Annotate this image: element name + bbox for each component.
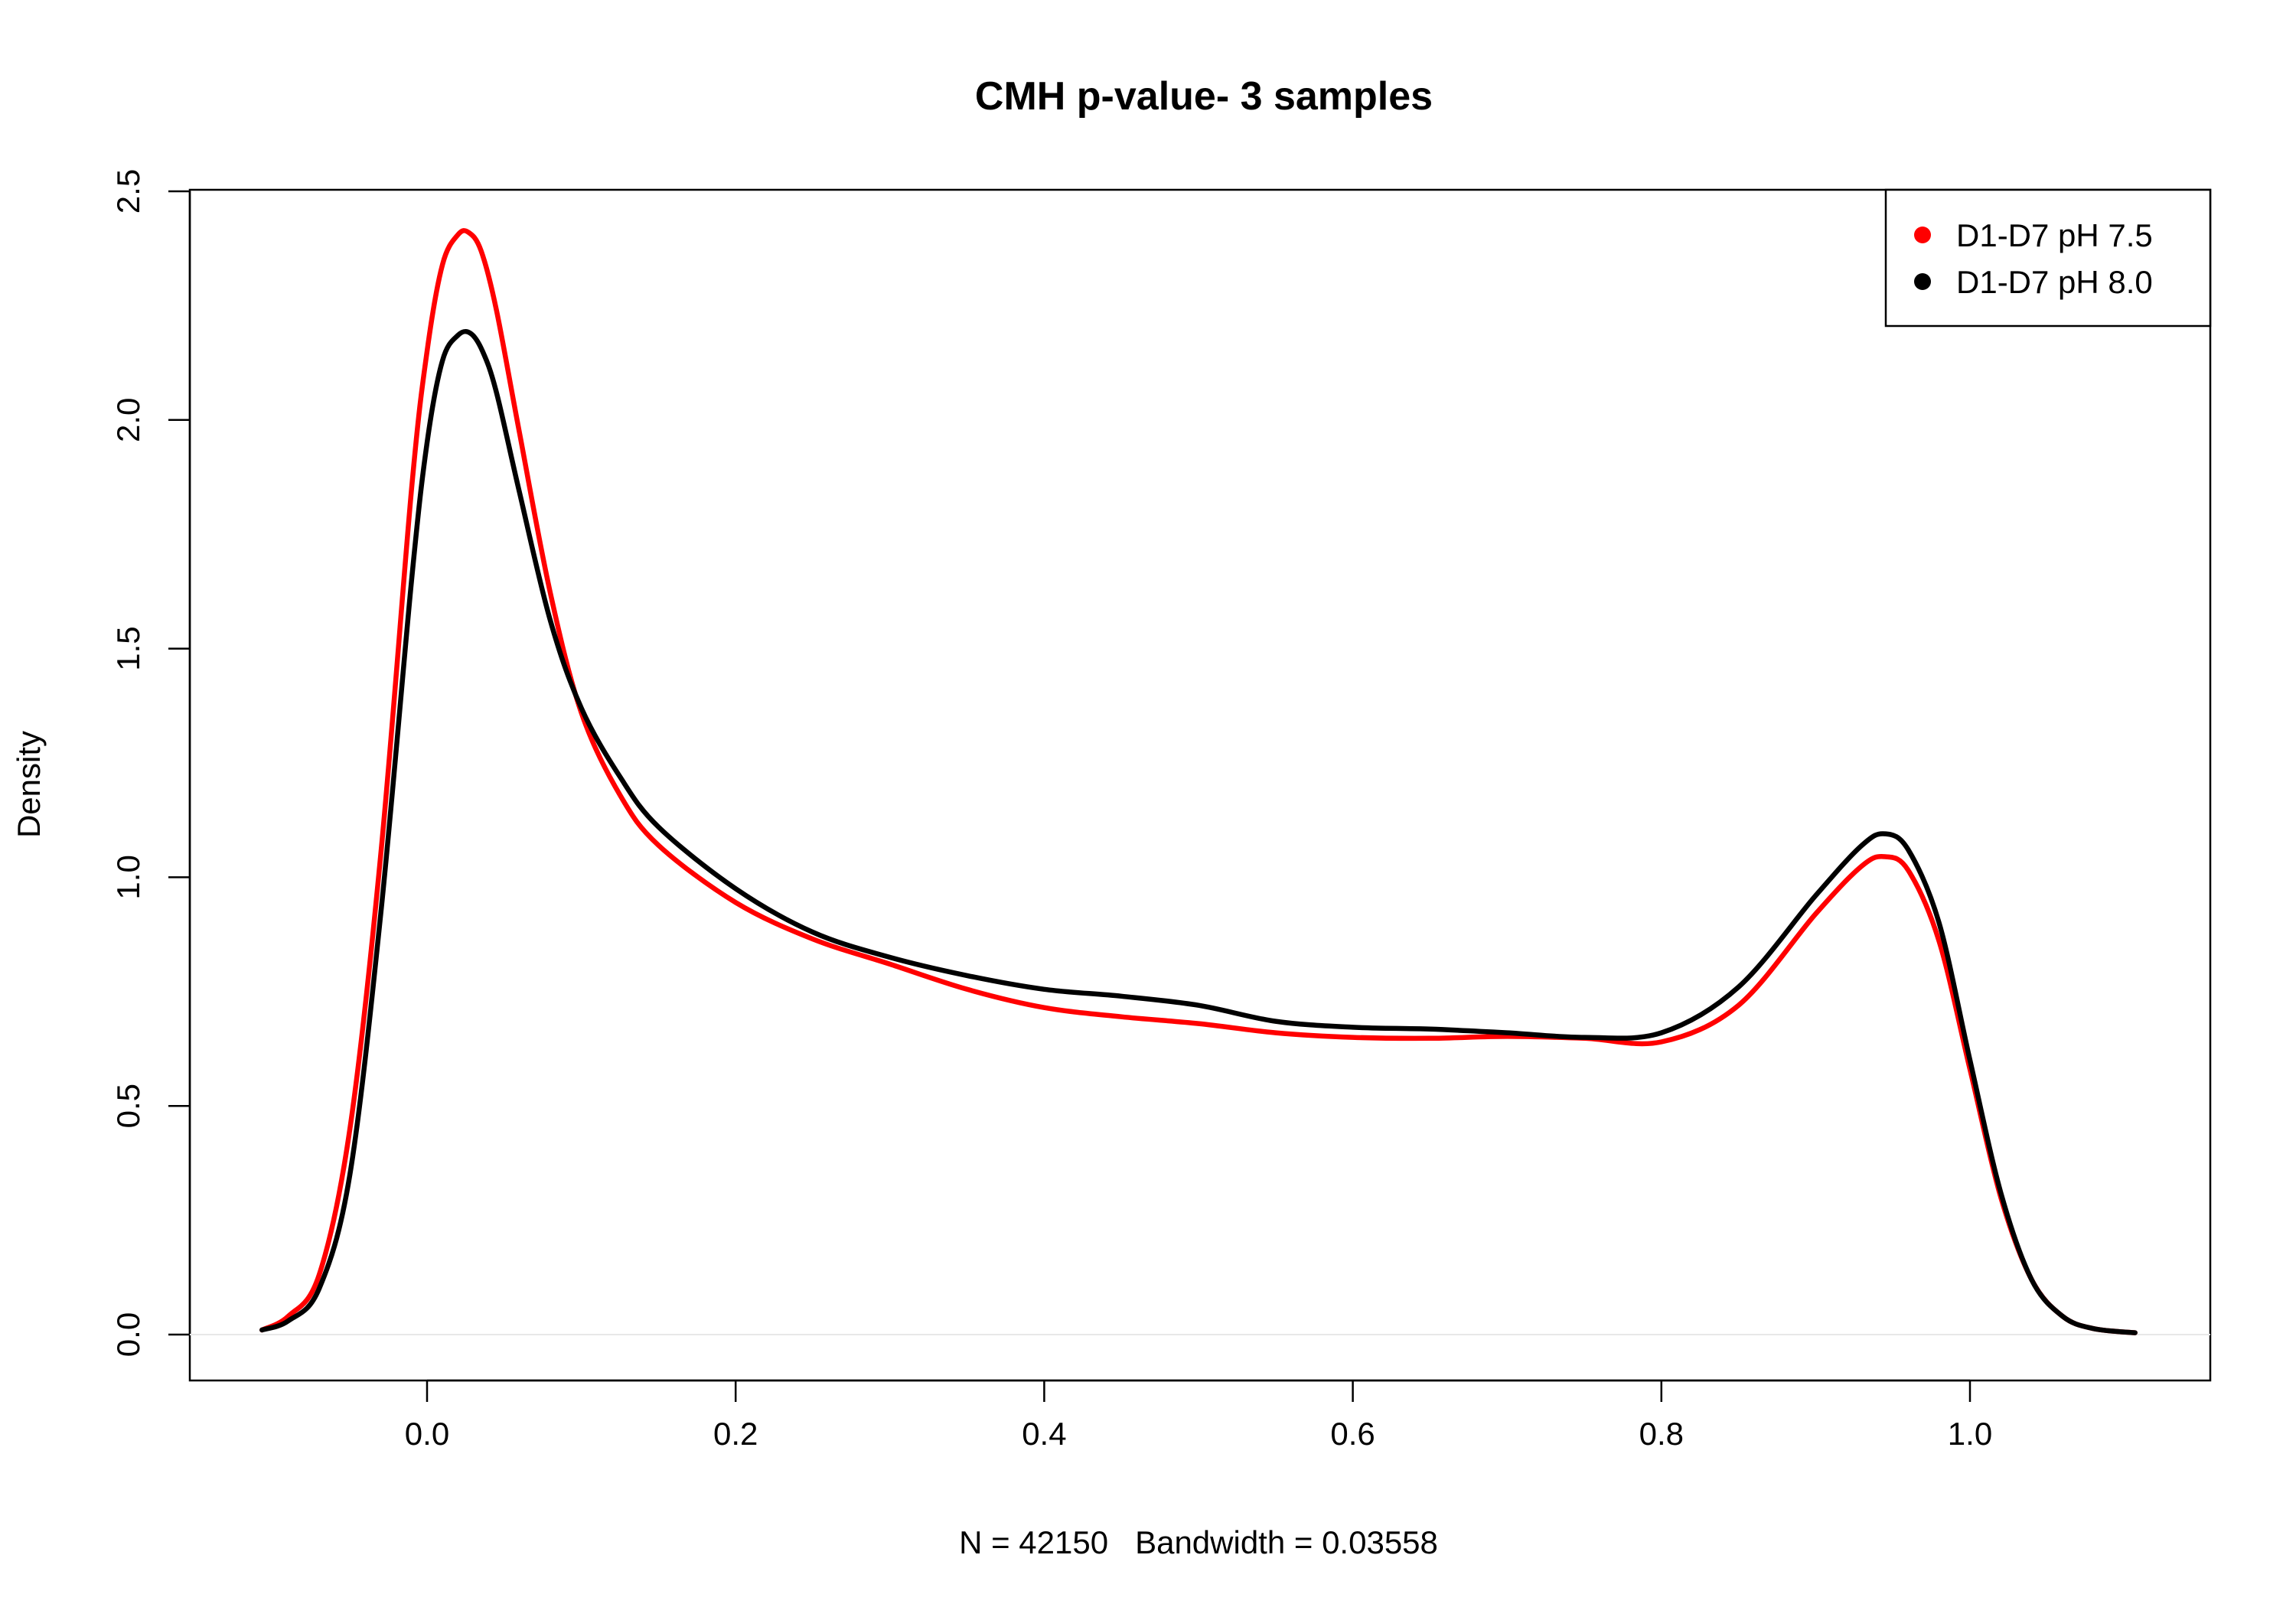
legend-marker-series-1 — [1914, 227, 1931, 243]
y-tick-label: 0.0 — [110, 1312, 146, 1357]
y-tick-label: 2.5 — [110, 169, 146, 214]
x-tick-label: 0.6 — [1330, 1416, 1375, 1452]
x-axis-title: N = 42150 Bandwidth = 0.03558 — [959, 1524, 1438, 1560]
legend: D1-D7 pH 7.5 D1-D7 pH 8.0 — [1884, 188, 2212, 328]
density-line-series-1 — [259, 228, 2138, 1335]
y-tick-label: 1.0 — [110, 855, 146, 899]
legend-box — [1884, 188, 2212, 328]
x-tick-label: 1.0 — [1948, 1416, 1992, 1452]
series-layer — [259, 228, 2138, 1335]
y-tick-label: 2.0 — [110, 398, 146, 442]
x-tick-label: 0.0 — [405, 1416, 449, 1452]
legend-marker-series-2 — [1914, 273, 1931, 290]
legend-label-series-2: D1-D7 pH 8.0 — [1956, 264, 2153, 300]
y-tick-label: 1.5 — [110, 626, 146, 670]
y-axis: 0.0 0.5 1.0 1.5 2.0 2.5 — [110, 169, 191, 1357]
x-tick-label: 0.8 — [1639, 1416, 1684, 1452]
y-axis-title: Density — [11, 731, 47, 838]
chart-title: CMH p-value- 3 samples — [975, 74, 1433, 119]
x-tick-label: 0.2 — [713, 1416, 758, 1452]
x-axis: 0.0 0.2 0.4 0.6 0.8 1.0 — [405, 1379, 1992, 1452]
x-tick-label: 0.4 — [1022, 1416, 1066, 1452]
density-line-series-2 — [259, 328, 2138, 1335]
legend-label-series-1: D1-D7 pH 7.5 — [1956, 217, 2153, 253]
y-tick-label: 0.5 — [110, 1084, 146, 1128]
